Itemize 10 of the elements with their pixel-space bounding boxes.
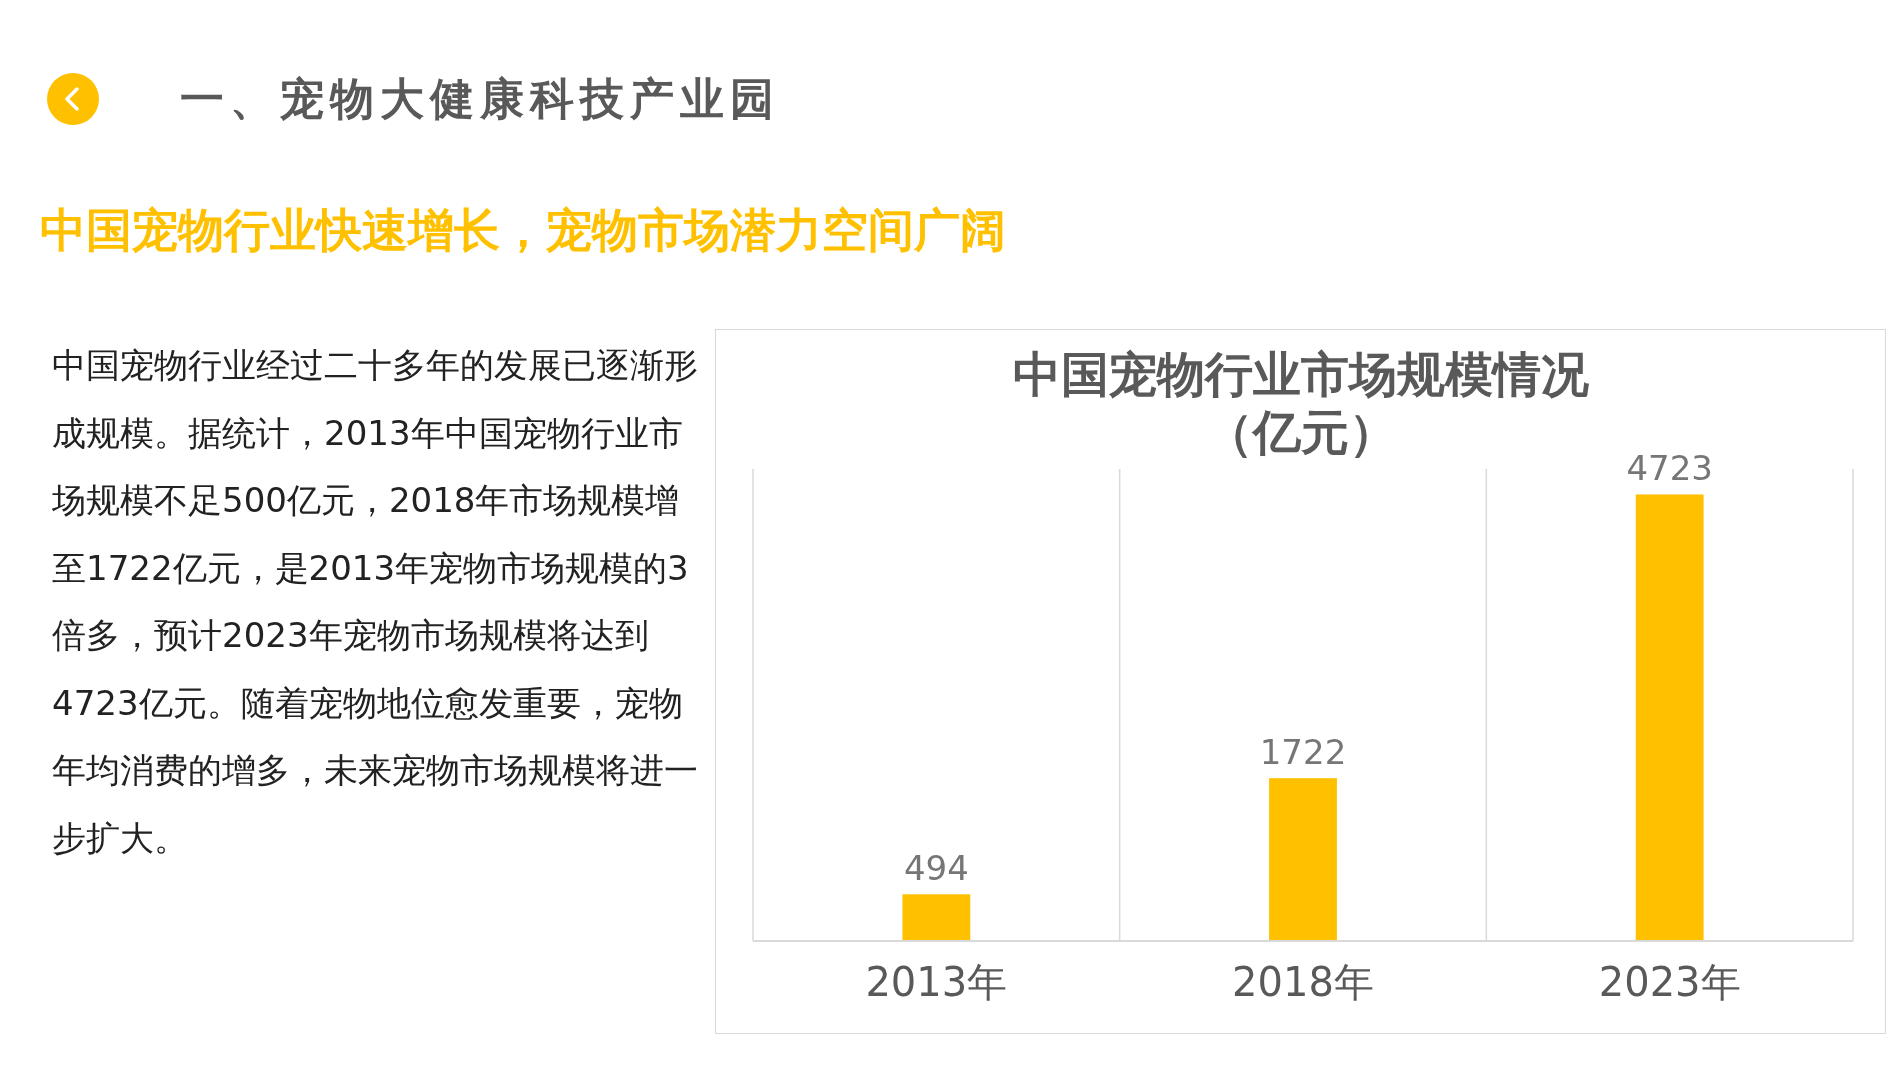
text: 中国宠物行业经过二十多年的发展已逐渐形成规模。据统计，2013年中国宠物行业市场规模不足500亿元，2018年市场规模增至1722亿元，是2013年宠物市场规模的3倍多，预计2023年宠物市场规模将达到4723亿元。随着宠物地位愈发重要，宠物年均消费的增多，未来宠物市场规模将进一步扩大。 [52, 344, 699, 860]
text: 一、宠物大健康科技产业园 [180, 73, 780, 124]
data-label: 494 [903, 848, 969, 889]
data-label: 4723 [1626, 448, 1713, 489]
x-tick-label: 2013年 [865, 959, 1008, 1005]
chart-title: 中国宠物行业市场规模情况（亿元） [1012, 346, 1589, 460]
x-tick-label: 2023年 [1598, 959, 1741, 1005]
data-label: 1722 [1259, 732, 1347, 773]
text: 中国宠物行业快速增长，宠物市场潜力空间广阔 [40, 202, 1006, 259]
x-tick-label: 2018年 [1232, 959, 1374, 1005]
